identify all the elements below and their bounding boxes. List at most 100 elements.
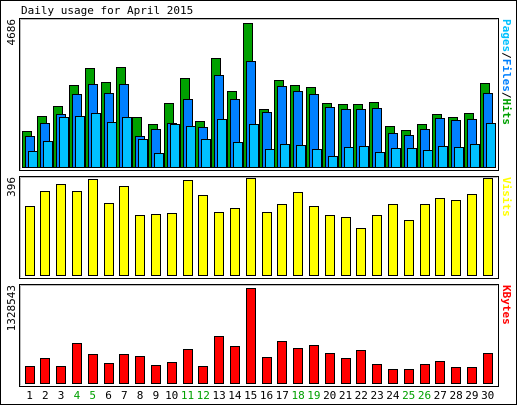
bar-pages-day-8 [138, 139, 148, 168]
bar-kbytes-day-9 [151, 365, 161, 384]
bar-visits-day-14 [230, 208, 240, 276]
x-tick-label-day-14: 14 [228, 389, 242, 402]
bar-kbytes-day-26 [420, 364, 430, 384]
x-tick-label-day-11: 11 [181, 389, 194, 402]
hits_panel: 4686 Pages/Files/Hits [5, 18, 513, 171]
bar-pages-day-4 [75, 116, 85, 168]
bar-pages-day-21 [344, 147, 354, 168]
bar-pages-day-14 [233, 142, 243, 168]
x-tick-label-day-5: 5 [89, 389, 96, 402]
bar-visits-day-2 [40, 191, 50, 276]
bar-visits-day-1 [25, 206, 35, 276]
bar-visits-day-25 [404, 220, 414, 276]
bar-visits-day-23 [372, 215, 382, 276]
bar-pages-day-26 [423, 150, 433, 168]
legend-pages: Pages [500, 19, 513, 52]
legend-hits: Hits [500, 99, 513, 126]
bar-pages-day-18 [296, 145, 306, 168]
bar-visits-day-9 [151, 214, 161, 276]
bar-kbytes-day-2 [40, 358, 50, 384]
bar-kbytes-day-23 [372, 364, 382, 384]
x-tick-label-day-18: 18 [291, 389, 304, 402]
kbytes_panel-frame [19, 284, 499, 387]
bar-pages-day-19 [312, 149, 322, 168]
bar-kbytes-day-20 [325, 353, 335, 384]
kbytes_panel: 1328543 KBytes [5, 284, 513, 387]
bar-kbytes-day-13 [214, 336, 224, 384]
bar-pages-day-25 [407, 148, 417, 168]
bar-kbytes-day-30 [483, 353, 493, 384]
bar-visits-day-15 [246, 178, 256, 276]
bar-kbytes-day-27 [435, 361, 445, 384]
bar-kbytes-day-22 [356, 350, 366, 384]
bar-visits-day-16 [262, 212, 272, 276]
bar-visits-day-7 [119, 186, 129, 276]
visits_panel-bars [25, 178, 493, 276]
bar-visits-day-3 [56, 184, 66, 276]
x-tick-label-day-27: 27 [434, 389, 447, 402]
x-tick-label-day-8: 8 [137, 389, 144, 402]
x-tick-label-day-15: 15 [244, 389, 257, 402]
x-tick-label-day-28: 28 [449, 389, 462, 402]
bar-kbytes-day-5 [88, 354, 98, 384]
x-tick-label-day-2: 2 [42, 389, 49, 402]
bar-pages-day-16 [265, 149, 275, 168]
bar-kbytes-day-6 [104, 363, 114, 384]
x-tick-label-day-3: 3 [58, 389, 65, 402]
bar-visits-day-12 [198, 195, 208, 276]
x-tick-label-day-25: 25 [402, 389, 415, 402]
kbytes_panel-bars [25, 288, 493, 384]
x-tick-label-day-20: 20 [323, 389, 336, 402]
legend-kbytes: KBytes [500, 285, 513, 325]
bar-kbytes-day-18 [293, 348, 303, 384]
x-tick-label-day-30: 30 [481, 389, 494, 402]
bar-visits-day-8 [135, 215, 145, 276]
bar-visits-day-30 [483, 178, 493, 276]
hits_panel-legend: Pages/Files/Hits [500, 19, 513, 125]
x-tick-label-day-13: 13 [212, 389, 225, 402]
x-tick-label-day-22: 22 [355, 389, 368, 402]
bar-visits-day-18 [293, 192, 303, 276]
bar-kbytes-day-21 [341, 358, 351, 384]
x-tick-label-day-12: 12 [197, 389, 210, 402]
hits_panel-ymax-label: 4686 [5, 19, 18, 46]
chart-title: Daily usage for April 2015 [21, 4, 193, 17]
x-tick-label-day-6: 6 [105, 389, 112, 402]
bar-visits-day-20 [325, 215, 335, 276]
bar-pages-day-27 [438, 146, 448, 168]
bar-kbytes-day-11 [183, 349, 193, 384]
bar-pages-day-22 [359, 146, 369, 168]
kbytes_panel-ymax-label: 1328543 [5, 285, 18, 331]
bar-kbytes-day-12 [198, 366, 208, 384]
bar-pages-day-2 [43, 141, 53, 168]
x-tick-label-day-16: 16 [260, 389, 273, 402]
bar-pages-day-1 [28, 151, 38, 168]
bar-pages-day-17 [280, 144, 290, 168]
bar-kbytes-day-1 [25, 366, 35, 384]
bar-pages-day-10 [170, 124, 180, 168]
legend-files: Files [500, 59, 513, 92]
x-tick-label-day-17: 17 [276, 389, 289, 402]
bar-kbytes-day-10 [167, 362, 177, 384]
bar-visits-day-26 [420, 204, 430, 276]
bar-visits-day-27 [435, 198, 445, 276]
bar-visits-day-13 [214, 212, 224, 276]
bar-pages-day-20 [328, 156, 338, 168]
bar-visits-day-21 [341, 217, 351, 276]
bar-visits-day-4 [72, 191, 82, 276]
bar-visits-day-6 [104, 203, 114, 276]
bar-kbytes-day-28 [451, 367, 461, 384]
x-tick-label-day-23: 23 [370, 389, 383, 402]
bar-pages-day-28 [454, 147, 464, 168]
x-tick-label-day-1: 1 [26, 389, 33, 402]
bar-kbytes-day-14 [230, 346, 240, 384]
bar-pages-day-30 [486, 123, 496, 168]
bar-kbytes-day-17 [277, 341, 287, 384]
bar-pages-day-24 [391, 148, 401, 168]
hits_panel-bars [22, 23, 496, 168]
bar-pages-day-6 [107, 122, 117, 168]
bar-kbytes-day-29 [467, 367, 477, 384]
visits_panel-legend: Visits [500, 177, 513, 217]
bar-kbytes-day-19 [309, 345, 319, 384]
bar-pages-day-23 [375, 152, 385, 168]
